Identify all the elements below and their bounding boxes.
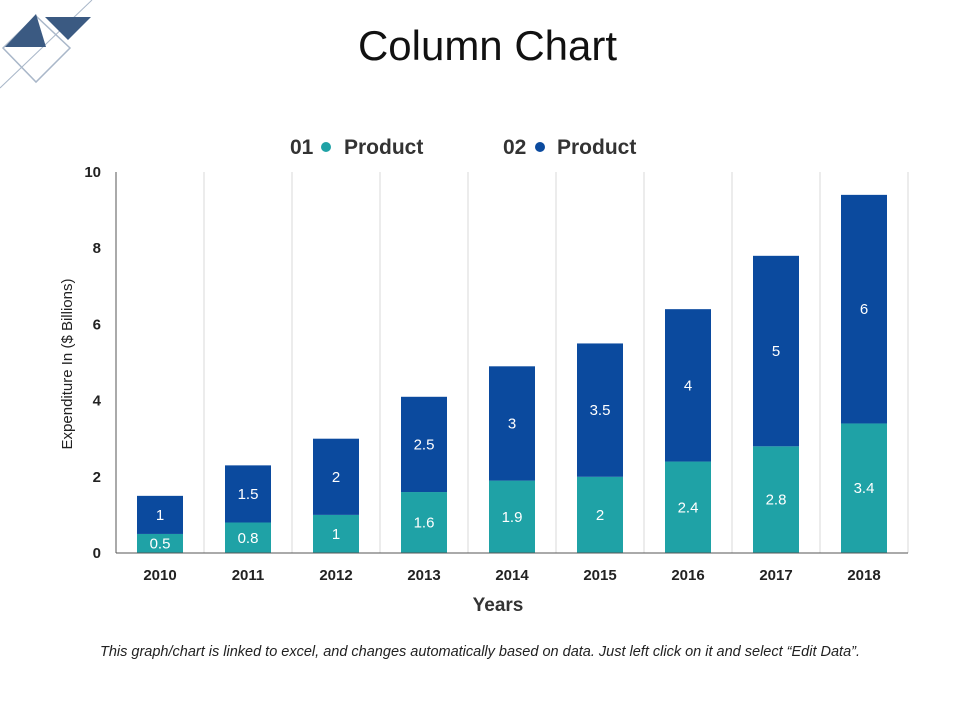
- legend-marker-2: [535, 142, 545, 152]
- legend-label-1: Product: [344, 136, 423, 159]
- gridlines: [203, 172, 909, 553]
- x-tick-label: 2013: [407, 567, 440, 584]
- data-label: 1: [332, 526, 340, 543]
- data-label: 1: [156, 507, 164, 524]
- bar-series2: [401, 396, 447, 493]
- y-tick-label: 10: [84, 164, 101, 181]
- data-label: 1.9: [502, 509, 523, 526]
- bar-series2: [577, 343, 623, 477]
- bars: [137, 194, 887, 553]
- bar-series2: [753, 255, 799, 447]
- x-tick-label: 2016: [671, 567, 704, 584]
- data-label: 6: [860, 301, 868, 318]
- data-label: 4: [684, 377, 692, 394]
- bar-series1: [225, 522, 271, 553]
- data-labels: 0.5 1 0.8 1.5 1 2 1.6 2.5 1.9 3 2 3.5 2.4 4 2.8 5 3.4 6: [150, 301, 875, 552]
- decoration-line: [0, 0, 93, 89]
- data-label: 2.5: [414, 436, 435, 453]
- x-tick-label: 2011: [232, 567, 265, 584]
- bar-series1: [665, 461, 711, 553]
- corner-decoration: [0, 0, 93, 89]
- bar-series2: [313, 438, 359, 515]
- data-label: 2: [332, 469, 340, 486]
- x-tick-label: 2014: [495, 567, 529, 584]
- bar-series2: [225, 465, 271, 523]
- axes: [115, 172, 908, 554]
- data-label: 2.8: [766, 492, 787, 509]
- data-label: 3: [508, 415, 516, 432]
- legend-label-2: Product: [557, 136, 636, 159]
- y-tick-label: 8: [93, 240, 101, 257]
- x-tick-label: 2018: [847, 567, 880, 584]
- data-label: 0.5: [150, 535, 171, 552]
- legend-number-2: 02: [503, 136, 526, 159]
- y-tick-label: 4: [93, 393, 102, 410]
- y-tick-labels: 0 2 4 6 8 10: [84, 164, 101, 562]
- data-label: 2: [596, 507, 604, 524]
- x-axis-title: Years: [473, 595, 524, 616]
- bar-series2: [841, 194, 887, 424]
- data-label: 2.4: [678, 499, 699, 516]
- x-tick-label: 2015: [583, 567, 616, 584]
- x-tick-label: 2012: [319, 567, 352, 584]
- column-chart: 01 Product 02 Product 0.510.81.5121.62.5…: [59, 136, 909, 616]
- legend-number-1: 01: [290, 136, 314, 159]
- bar-series1: [489, 480, 535, 553]
- x-tick-label: 2017: [759, 567, 792, 584]
- y-tick-label: 2: [93, 469, 101, 486]
- decoration-dark-triangle: [5, 14, 46, 47]
- footnote: This graph/chart is linked to excel, and…: [99, 644, 861, 660]
- y-axis-title: Expenditure In ($ Billions): [59, 279, 76, 450]
- y-tick-label: 0: [93, 545, 101, 562]
- bar-series2: [665, 309, 711, 462]
- x-tick-labels: 2010 2011 2012 2013 2014 2015 2016 2017 2018: [143, 567, 880, 584]
- data-label: 3.5: [590, 402, 611, 419]
- bar-series2: [489, 366, 535, 481]
- bar-series1: [313, 514, 359, 553]
- x-tick-label: 2010: [143, 567, 176, 584]
- decoration-outline-diamond: [1, 14, 72, 84]
- page-title: Column Chart: [357, 22, 618, 69]
- bar-series1: [841, 423, 887, 553]
- data-label: 0.8: [238, 530, 259, 547]
- y-tick-label: 6: [93, 316, 101, 333]
- data-label: 1.5: [238, 486, 259, 503]
- data-label: 5: [772, 343, 780, 360]
- legend-marker-1: [321, 142, 331, 152]
- data-label: 3.4: [854, 480, 875, 497]
- legend: 01 Product 02 Product: [290, 136, 636, 159]
- bar-series1: [401, 492, 447, 553]
- decoration-dark-triangle-small: [45, 17, 91, 40]
- bar-series2: [137, 495, 183, 534]
- bar-series1: [577, 476, 623, 553]
- data-label: 1.6: [414, 515, 435, 532]
- bar-series1: [137, 533, 183, 553]
- bar-series1: [753, 446, 799, 553]
